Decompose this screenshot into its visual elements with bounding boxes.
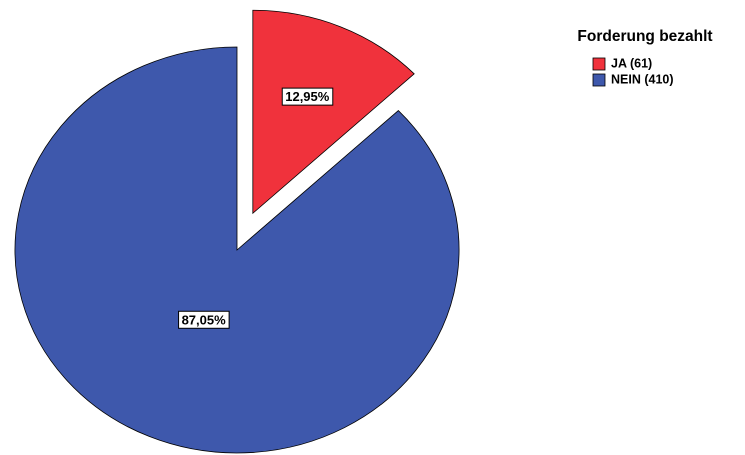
data-label-text: 12,95% — [285, 89, 330, 104]
data-label: 87,05% — [178, 310, 230, 329]
legend-swatch — [592, 73, 606, 87]
data-label-box — [178, 310, 230, 329]
data-label: 12,95% — [281, 87, 334, 106]
data-label-box — [281, 87, 334, 106]
pie-slice — [14, 46, 460, 454]
legend-label: JA (61) — [611, 56, 652, 70]
legend-title: Forderung bezahlt — [577, 28, 712, 45]
legend-label: NEIN (410) — [611, 72, 674, 86]
data-label-text: 87,05% — [182, 312, 227, 327]
legend-swatch — [592, 57, 606, 71]
pie-slice — [252, 9, 415, 215]
